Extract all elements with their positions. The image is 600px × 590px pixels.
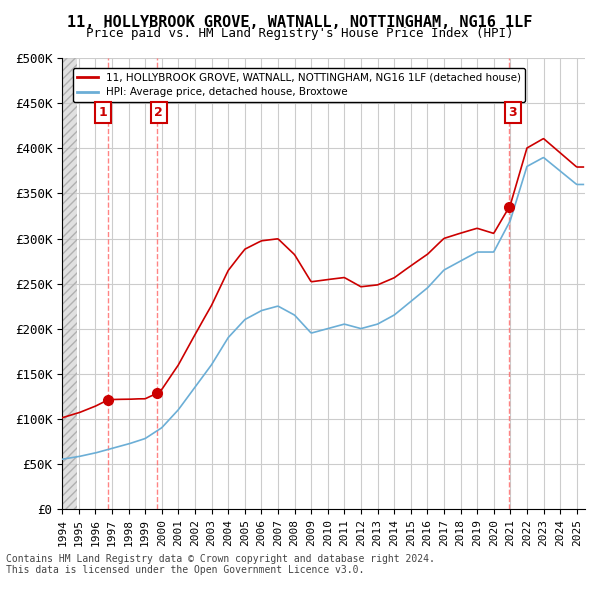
Legend: 11, HOLLYBROOK GROVE, WATNALL, NOTTINGHAM, NG16 1LF (detached house), HPI: Avera: 11, HOLLYBROOK GROVE, WATNALL, NOTTINGHA… — [73, 68, 525, 101]
Text: 11, HOLLYBROOK GROVE, WATNALL, NOTTINGHAM, NG16 1LF: 11, HOLLYBROOK GROVE, WATNALL, NOTTINGHA… — [67, 15, 533, 30]
Text: 2: 2 — [154, 106, 163, 119]
Bar — [62, 58, 77, 509]
Text: Price paid vs. HM Land Registry's House Price Index (HPI): Price paid vs. HM Land Registry's House … — [86, 27, 514, 40]
Text: 1: 1 — [99, 106, 107, 119]
Bar — [62, 58, 77, 509]
Text: 3: 3 — [508, 106, 517, 119]
Text: Contains HM Land Registry data © Crown copyright and database right 2024.
This d: Contains HM Land Registry data © Crown c… — [6, 553, 435, 575]
